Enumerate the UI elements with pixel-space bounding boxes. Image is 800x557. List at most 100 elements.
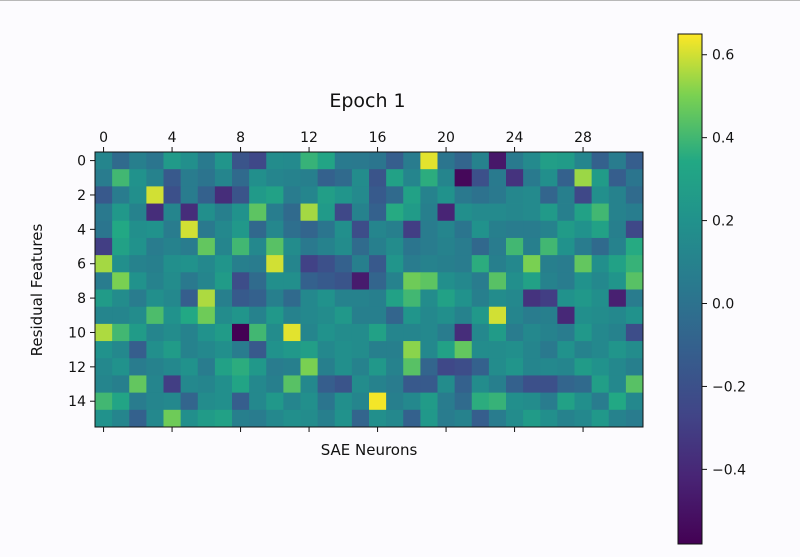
heatmap-cell (334, 341, 353, 359)
heatmap-cell (625, 341, 644, 359)
heatmap-cell (180, 306, 199, 325)
heatmap-cell (197, 169, 216, 187)
heatmap-cell (454, 323, 473, 342)
heatmap-cell (317, 237, 336, 256)
heatmap-cell (386, 186, 404, 204)
heatmap-cell (369, 289, 387, 308)
heatmap-cell (266, 375, 284, 394)
heatmap-cell (540, 203, 558, 222)
heatmap-cell (214, 255, 233, 273)
heatmap-cell (386, 358, 404, 376)
heatmap-cell (386, 272, 404, 290)
heatmap-cell (232, 272, 250, 290)
heatmap-cell (95, 306, 113, 325)
heatmap-cell (523, 306, 541, 325)
x-tick-label: 8 (236, 130, 245, 146)
y-tick-label: 6 (77, 257, 86, 273)
heatmap-cell (197, 323, 216, 342)
heatmap-cell (471, 306, 490, 325)
heatmap-cell (523, 255, 541, 273)
heatmap-cell (420, 272, 438, 290)
heatmap-cell (454, 341, 473, 359)
heatmap-cell (454, 169, 473, 187)
heatmap-cell (197, 237, 216, 256)
heatmap-cell (266, 392, 284, 411)
heatmap-cell (317, 169, 336, 187)
heatmap-cell (386, 152, 404, 170)
heatmap-cell (146, 237, 164, 256)
heatmap-cell (95, 272, 113, 290)
heatmap-cell (180, 186, 199, 204)
heatmap-cell (574, 358, 593, 376)
heatmap-cell (437, 289, 456, 308)
heatmap-cell (232, 375, 250, 394)
heatmap-cell (540, 255, 558, 273)
heatmap-cell (351, 306, 370, 325)
heatmap-cell (180, 152, 199, 170)
heatmap-cell (369, 375, 387, 394)
heatmap-cell (523, 152, 541, 170)
heatmap-cell (574, 237, 593, 256)
heatmap-cell (591, 186, 610, 204)
heatmap-cell (454, 409, 473, 428)
heatmap-cell (334, 220, 353, 239)
heatmap-cell (591, 341, 610, 359)
heatmap-cell (317, 375, 336, 394)
heatmap-cell (471, 255, 490, 273)
heatmap-cell (608, 392, 627, 411)
heatmap-cell (163, 289, 182, 308)
heatmap-cell (591, 203, 610, 222)
heatmap-cell (334, 323, 353, 342)
heatmap-cell (523, 358, 541, 376)
heatmap-cell (300, 220, 319, 239)
heatmap-cell (129, 220, 147, 239)
heatmap-cell (625, 409, 644, 428)
heatmap-cell (454, 255, 473, 273)
heatmap-cell (232, 255, 250, 273)
heatmap-cell (437, 272, 456, 290)
heatmap-cell (334, 375, 353, 394)
x-tick-label: 4 (168, 130, 177, 146)
heatmap-cell (112, 358, 130, 376)
heatmap-cell (420, 152, 438, 170)
heatmap-cell (232, 152, 250, 170)
heatmap-cell (283, 323, 301, 342)
heatmap-cell (557, 186, 575, 204)
heatmap-cell (180, 169, 199, 187)
heatmap-cell (266, 169, 284, 187)
heatmap-cell (625, 203, 644, 222)
heatmap-cell (300, 255, 319, 273)
heatmap-cell (437, 392, 456, 411)
heatmap-cell (197, 255, 216, 273)
heatmap-cell (369, 392, 387, 411)
heatmap-cell (197, 152, 216, 170)
heatmap-cell (351, 323, 370, 342)
heatmap-cell (523, 186, 541, 204)
heatmap-cell (249, 272, 267, 290)
y-tick-label: 2 (77, 188, 86, 204)
x-axis-label: SAE Neurons (321, 441, 418, 459)
heatmap-cell (557, 203, 575, 222)
heatmap-cell (506, 272, 524, 290)
heatmap-cell (95, 358, 113, 376)
heatmap-cell (437, 220, 456, 239)
heatmap-cell (557, 306, 575, 325)
heatmap-cell (625, 272, 644, 290)
heatmap-cell (506, 203, 524, 222)
heatmap-cell (420, 255, 438, 273)
heatmap-cell (369, 237, 387, 256)
heatmap-cell (420, 375, 438, 394)
heatmap-cell (95, 409, 113, 428)
heatmap-cell (625, 392, 644, 411)
heatmap-cell (488, 375, 507, 394)
heatmap-cell (488, 186, 507, 204)
heatmap-cell (95, 323, 113, 342)
heatmap-cell (351, 409, 370, 428)
heatmap-cell (249, 306, 267, 325)
heatmap-cell (403, 152, 421, 170)
heatmap-cell (146, 186, 164, 204)
heatmap-cell (266, 203, 284, 222)
heatmap-cell (557, 409, 575, 428)
heatmap-cell (608, 409, 627, 428)
heatmap-cell (146, 392, 164, 411)
